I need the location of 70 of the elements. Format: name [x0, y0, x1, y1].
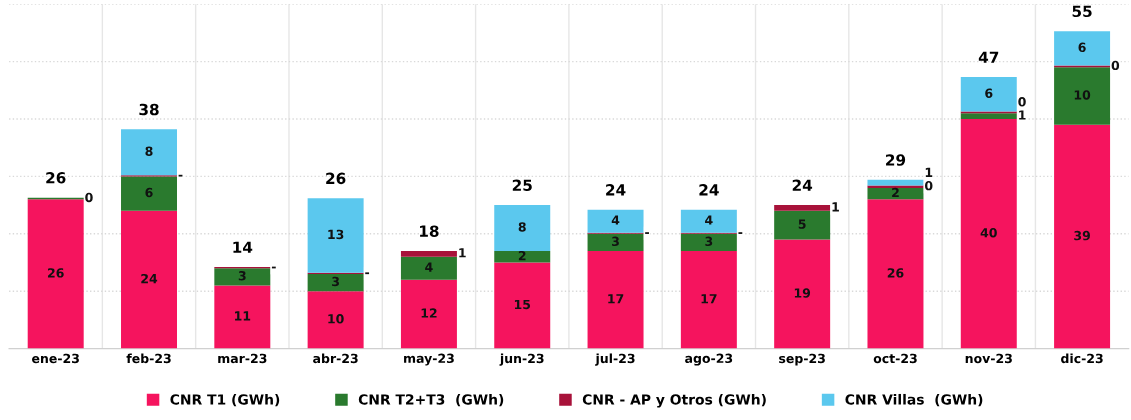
data-label: 3 — [612, 236, 619, 247]
total-label: 26 — [326, 172, 346, 185]
data-label: 17 — [608, 294, 624, 304]
data-label: 1 — [459, 248, 466, 258]
data-label: 24 — [141, 273, 158, 284]
data-label: 2 — [518, 250, 526, 261]
data-label: 0 — [924, 180, 933, 191]
data-label: 11 — [235, 311, 251, 321]
total-label: 55 — [1072, 5, 1092, 18]
data-label: 40 — [980, 227, 997, 238]
data-label: 4 — [425, 262, 433, 272]
data-label: 19 — [794, 288, 811, 298]
total-label: 24 — [792, 179, 813, 191]
data-label: 1 — [832, 202, 839, 212]
x-tick-label: ago-23 — [685, 353, 733, 366]
legend-label: CNR T2+T3 (GWh) — [358, 393, 504, 407]
data-label: 2 — [892, 187, 899, 198]
total-label: 24 — [699, 184, 719, 196]
data-label: 1 — [1019, 110, 1026, 120]
data-label: 8 — [145, 146, 153, 156]
x-tick-label: ene-23 — [32, 353, 79, 364]
total-label: 18 — [420, 225, 439, 237]
data-label: - — [645, 232, 649, 234]
data-label: - — [365, 272, 370, 275]
data-label: 13 — [328, 229, 344, 240]
data-label: 12 — [421, 308, 437, 318]
x-tick-label: dic-23 — [1061, 353, 1103, 364]
data-label: - — [738, 232, 743, 234]
total-label: 47 — [978, 51, 999, 63]
data-label: 0 — [1111, 60, 1120, 71]
total-label: 24 — [606, 184, 626, 196]
data-label: 6 — [1078, 42, 1086, 53]
total-label: 25 — [512, 179, 532, 192]
data-label: 3 — [705, 236, 713, 247]
data-label: 8 — [518, 222, 526, 232]
data-label: 4 — [611, 215, 620, 225]
data-label: 26 — [47, 268, 64, 278]
x-tick-label: jun-23 — [499, 353, 544, 366]
data-label: 6 — [985, 88, 993, 98]
data-label: 10 — [328, 314, 344, 324]
x-tick-label: oct-23 — [873, 353, 917, 364]
x-tick-label: nov-23 — [965, 353, 1012, 364]
legend-label: CNR - AP y Otros (GWh) — [582, 393, 766, 408]
data-label: 3 — [238, 271, 246, 281]
total-label: 14 — [233, 241, 253, 253]
x-tick-label: jul-23 — [595, 353, 635, 366]
data-label: 4 — [705, 215, 713, 225]
data-label: 26 — [887, 268, 904, 278]
data-label: 0 — [85, 192, 93, 203]
data-label: 15 — [514, 299, 531, 310]
legend-label: CNR T1 (GWh) — [170, 393, 280, 407]
data-label: 0 — [1018, 97, 1026, 107]
data-label: - — [178, 174, 183, 177]
data-label: 3 — [332, 276, 339, 287]
x-tick-label: mar-23 — [218, 353, 267, 364]
data-label: 10 — [1074, 90, 1091, 100]
total-label: 29 — [886, 154, 906, 166]
total-label: 38 — [139, 103, 159, 116]
data-label: 5 — [798, 219, 806, 229]
data-label: 17 — [701, 294, 717, 304]
total-label: 26 — [46, 172, 66, 184]
data-label: 6 — [145, 187, 153, 198]
x-tick-label: sep-23 — [779, 353, 825, 366]
legend-label: CNR Villas (GWh) — [845, 393, 983, 407]
x-tick-label: may-23 — [404, 353, 454, 366]
data-label: 1 — [925, 167, 933, 177]
x-tick-label: feb-23 — [126, 353, 171, 364]
data-label: - — [271, 266, 276, 269]
data-label: 39 — [1074, 230, 1090, 241]
x-tick-label: abr-23 — [313, 353, 358, 364]
